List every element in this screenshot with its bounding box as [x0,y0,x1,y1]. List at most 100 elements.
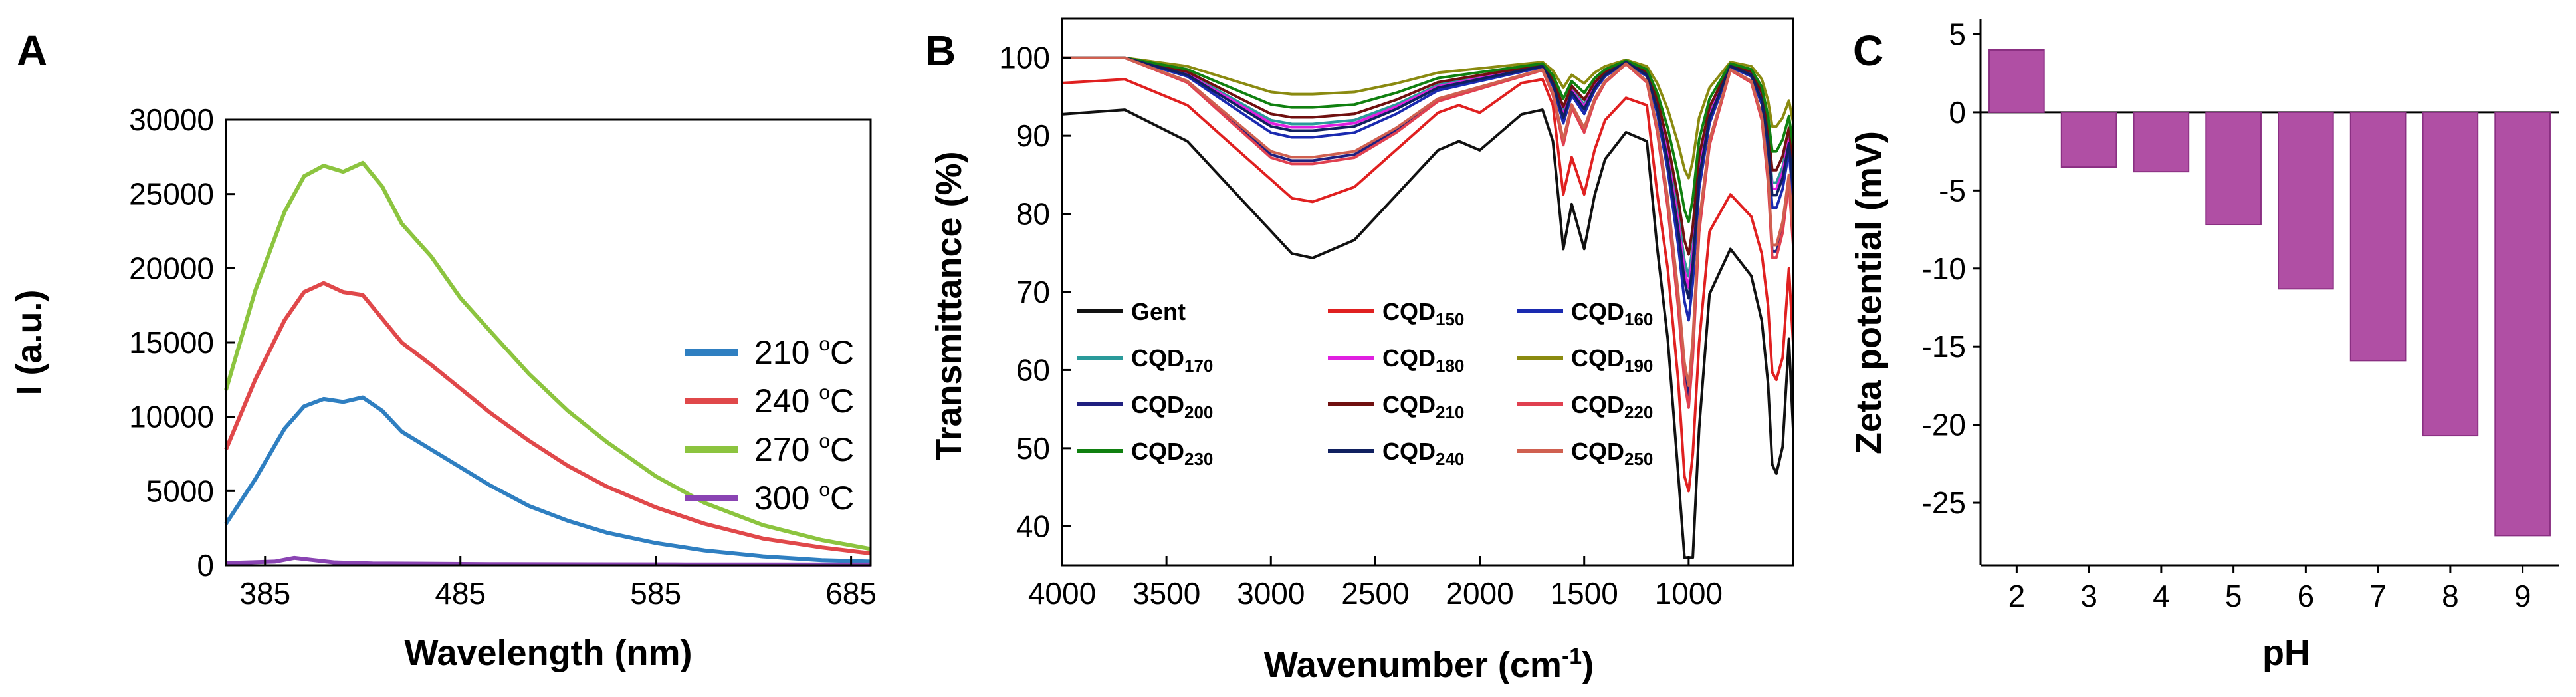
panel-c-bar-ph-6 [2278,111,2334,290]
panel-c-x-tick-label: 6 [2298,579,2315,613]
panel-c-x-axis-label: pH [2262,633,2310,673]
panel-c-x-tick-label: 2 [2008,579,2026,613]
panel-a-legend-degree: o [819,430,830,452]
panel-a-x-ticks: 385 485 585 685 [239,556,877,611]
panel-b-legend-base: CQD [1382,438,1436,465]
panel-b-legend-subscript: 200 [1184,402,1213,422]
panel-b-legend-label-2: CQD160 [1571,298,1653,329]
panel-c-bar-ph-3 [2060,111,2117,168]
panel-b-legend-label-0: Gent [1131,298,1186,325]
panel-b-series [1062,56,1793,559]
panel-a-legend-unit: C [830,480,854,517]
panel-a-legend-number: 300 [754,480,819,517]
panel-c-y-tick-label: 5 [1949,17,1966,51]
panel-b-y-axis-label: Transmittance (%) [929,151,969,460]
panel-a-letter: A [17,27,47,74]
panel-b-x-tick-label: 2500 [1341,576,1409,611]
panel-b-legend-label-9: CQD230 [1131,438,1213,469]
panel-b-x-ticks: 4000 3500 3000 2500 2000 1500 1000 [1028,556,1723,611]
panel-b-legend-label-4: CQD180 [1382,345,1464,376]
panel-a-y-tick-label: 25000 [129,177,214,211]
panel-b-x-axis-label-sup: -1 [1562,644,1582,669]
panel-b-legend-subscript: 210 [1436,402,1464,422]
panel-c-y-tick-label: -25 [1922,486,1966,520]
panel-a-x-tick-label: 485 [435,576,486,611]
panel-b-legend-base: Gent [1131,298,1186,325]
panel-c-bar-ph-4 [2133,111,2190,173]
panel-a-y-axis-label: I (a.u.) [9,290,49,396]
panel-b-legend-base: CQD [1571,391,1624,418]
panel-b-legend-label-7: CQD210 [1382,391,1464,422]
panel-b-series-line-9 [1062,56,1793,223]
panel-b-y-ticks: 40 50 60 70 80 90 100 [999,41,1071,543]
panel-a-y-tick-label: 20000 [129,251,214,285]
panel-b-y-tick-label: 100 [999,41,1050,75]
panel-a-legend-label-0: 210 oC [754,333,854,371]
panel-b-y-tick-label: 40 [1016,509,1050,543]
panel-a-y-tick-label: 30000 [129,102,214,137]
panel-c-x-tick-label: 4 [2153,579,2170,613]
panel-b-x-axis-label-end: ) [1582,645,1594,685]
panel-b-legend-label-8: CQD220 [1571,391,1653,422]
panel-a-y-tick-label: 15000 [129,325,214,360]
panel-b-series-line-0 [1062,108,1793,559]
panel-b-legend-subscript: 160 [1624,309,1653,329]
panel-c-bars [1988,49,2551,537]
panel-c-chart: C 2 3 4 5 6 7 8 9 5 0 -5 -10 -15 -20 -25 pH Zeta pote… [1849,17,2559,673]
panel-b-x-tick-label: 1500 [1551,576,1618,611]
panel-a-legend-degree: o [819,333,830,355]
panel-c-x-tick-label: 3 [2080,579,2097,613]
panel-b-legend-subscript: 220 [1624,402,1653,422]
panel-b-legend-label-3: CQD170 [1131,345,1213,376]
panel-b-legend-subscript: 230 [1184,449,1213,469]
panel-b-legend-base: CQD [1571,438,1624,465]
panel-c-x-ticks: 2 3 4 5 6 7 8 9 [2008,565,2531,613]
panel-b-legend-label-11: CQD250 [1571,438,1653,469]
panel-a-x-tick-label: 585 [630,576,681,611]
panel-a-legend-label-2: 270 oC [754,430,854,468]
panel-c-x-tick-label: 8 [2442,579,2459,613]
panel-b-letter: B [925,27,956,74]
panel-a-legend-degree: o [819,479,830,501]
panel-c-bar-ph-8 [2422,111,2479,437]
panel-b-legend-label-5: CQD190 [1571,345,1653,376]
panel-b-series-line-7 [1062,56,1793,256]
panel-c-bar-ph-5 [2205,111,2262,226]
panel-a-y-tick-label: 5000 [146,474,214,508]
panel-c-x-tick-label: 7 [2369,579,2387,613]
panel-c-y-axis-label: Zeta potential (mV) [1849,131,1889,454]
panel-b-legend-subscript: 250 [1624,449,1653,469]
panel-b-y-tick-label: 80 [1016,197,1050,231]
panel-a-legend-degree: o [819,382,830,404]
panel-b-y-tick-label: 60 [1016,352,1050,387]
panel-c-y-tick-label: 0 [1949,95,1966,130]
panel-a-legend-number: 210 [754,334,819,371]
panel-b-legend-subscript: 190 [1624,356,1653,376]
panel-b-legend-base: CQD [1131,391,1184,418]
panel-a-y-tick-label: 0 [197,548,214,583]
panel-b-series-line-10 [1062,56,1793,300]
panel-a-legend-unit: C [830,431,854,468]
panel-b-legend-base: CQD [1382,345,1436,372]
panel-b-x-axis-label: Wavenumber (cm-1) [1264,644,1594,685]
panel-a-x-tick-label: 685 [825,576,877,611]
panel-b-legend-base: CQD [1131,438,1184,465]
panel-a-legend-label-3: 300 oC [754,479,854,517]
panel-b-x-tick-label: 4000 [1028,576,1096,611]
panel-b-legend-label-1: CQD150 [1382,298,1464,329]
panel-b-legend-subscript: 240 [1436,449,1464,469]
panel-b-x-tick-label: 2000 [1446,576,1513,611]
panel-a-y-ticks: 0 5000 10000 15000 20000 25000 30000 [129,102,235,583]
panel-b-chart: B 4000 3500 3000 2500 2000 1500 1000 40 50 60 70 8… [925,17,1794,685]
panel-b-series-line-5 [1062,56,1793,180]
panel-b-legend-label-6: CQD200 [1131,391,1213,422]
panel-a-x-tick-label: 385 [239,576,290,611]
panel-c-y-ticks: 5 0 -5 -10 -15 -20 -25 [1922,17,1981,520]
panel-a-series-line-0 [224,395,871,564]
panel-c-bar-ph-7 [2349,111,2407,362]
panel-a-legend-label-1: 240 oC [754,382,854,420]
panel-a-legend-number: 240 [754,382,819,420]
panel-b-legend-subscript: 180 [1436,356,1464,376]
